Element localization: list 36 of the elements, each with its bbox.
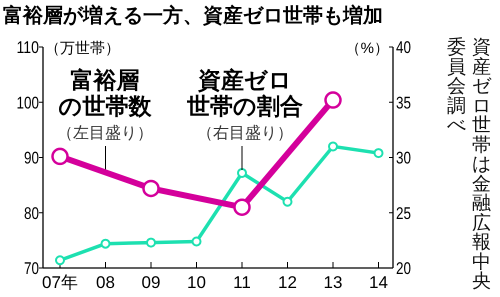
point: [192, 236, 202, 246]
point: [142, 180, 160, 198]
point: [328, 141, 338, 152]
point: [233, 198, 251, 216]
y-tick-label: 80: [24, 204, 43, 223]
y-tick-label: 110: [16, 38, 44, 57]
point: [282, 196, 292, 207]
x-tick-label: 09: [142, 273, 160, 292]
x-tick-label: 13: [324, 273, 342, 292]
x-tick-label: 14: [369, 273, 388, 292]
annotation: （右目盛り）: [197, 124, 293, 142]
x-tick-label: 10: [187, 273, 206, 292]
y2-tick-label: 30: [396, 148, 415, 168]
y2-tick-label: 25: [396, 204, 415, 223]
point: [100, 238, 110, 249]
y2-tick-label: 35: [396, 93, 415, 112]
chart-title: 富裕層が増える一方、資産ゼロ世帯も増加: [3, 4, 383, 27]
x-tick-label: 08: [96, 273, 115, 292]
point: [146, 238, 156, 248]
y-axis-title: （万世帯）: [45, 40, 120, 57]
point: [237, 168, 247, 178]
point: [51, 148, 69, 166]
y2-tick-label: 40: [396, 38, 415, 57]
point: [374, 148, 384, 158]
point: [55, 255, 65, 266]
annotation: （左目盛り）: [57, 124, 153, 142]
y2-axis-title: （%）: [346, 40, 389, 57]
x-tick-label: 12: [278, 273, 297, 292]
point: [324, 91, 342, 109]
y-tick-label: 70: [24, 259, 43, 278]
text: 資産ゼロ世帯は金融広報中央委員会調べ: [447, 37, 491, 292]
y-tick-label: 100: [16, 93, 45, 112]
x-tick-label: 11: [233, 273, 251, 292]
y2-tick-label: 20: [396, 259, 415, 278]
x-tick-label: 07年: [42, 273, 78, 292]
y-tick-label: 90: [24, 148, 43, 168]
